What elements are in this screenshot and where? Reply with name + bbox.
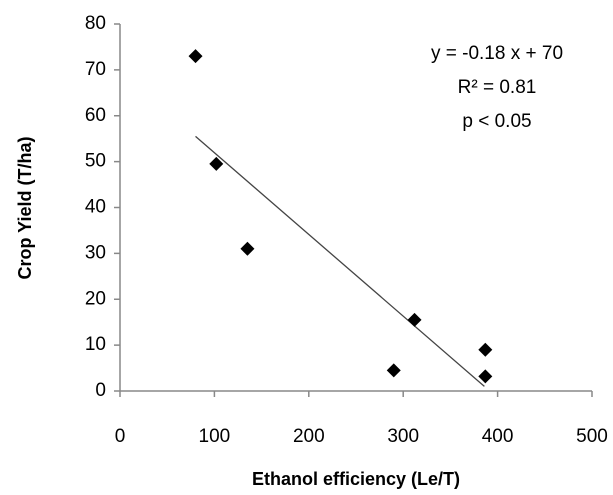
annotation: R² = 0.81	[458, 77, 537, 98]
point	[407, 312, 422, 327]
y-tick-label: 10	[85, 334, 106, 355]
y-tick-label: 80	[85, 13, 106, 34]
x-tick-label: 0	[115, 426, 126, 447]
y-axis-title: Crop Yield (T/ha)	[15, 136, 35, 279]
y-tick-label: 0	[95, 380, 106, 401]
point	[478, 369, 493, 384]
y-tick-label: 40	[85, 197, 106, 218]
point	[386, 363, 401, 378]
annotation: p < 0.05	[462, 111, 531, 132]
x-tick-label: 200	[293, 426, 325, 447]
point	[188, 49, 203, 64]
annotation: y = -0.18 x + 70	[431, 43, 563, 64]
y-tick-label: 60	[85, 105, 106, 126]
point	[478, 342, 493, 357]
x-axis-title: Ethanol efficiency (Le/T)	[252, 469, 460, 489]
point	[240, 241, 255, 256]
x-tick-label: 100	[199, 426, 231, 447]
x-tick-label: 300	[387, 426, 419, 447]
trend-line	[195, 135, 485, 387]
y-tick-label: 30	[85, 242, 106, 263]
y-tick-label: 20	[85, 288, 106, 309]
y-tick-label: 50	[85, 151, 106, 172]
x-tick-label: 500	[576, 426, 608, 447]
x-tick-label: 400	[482, 426, 514, 447]
point	[209, 156, 224, 171]
y-tick-label: 70	[85, 59, 106, 80]
